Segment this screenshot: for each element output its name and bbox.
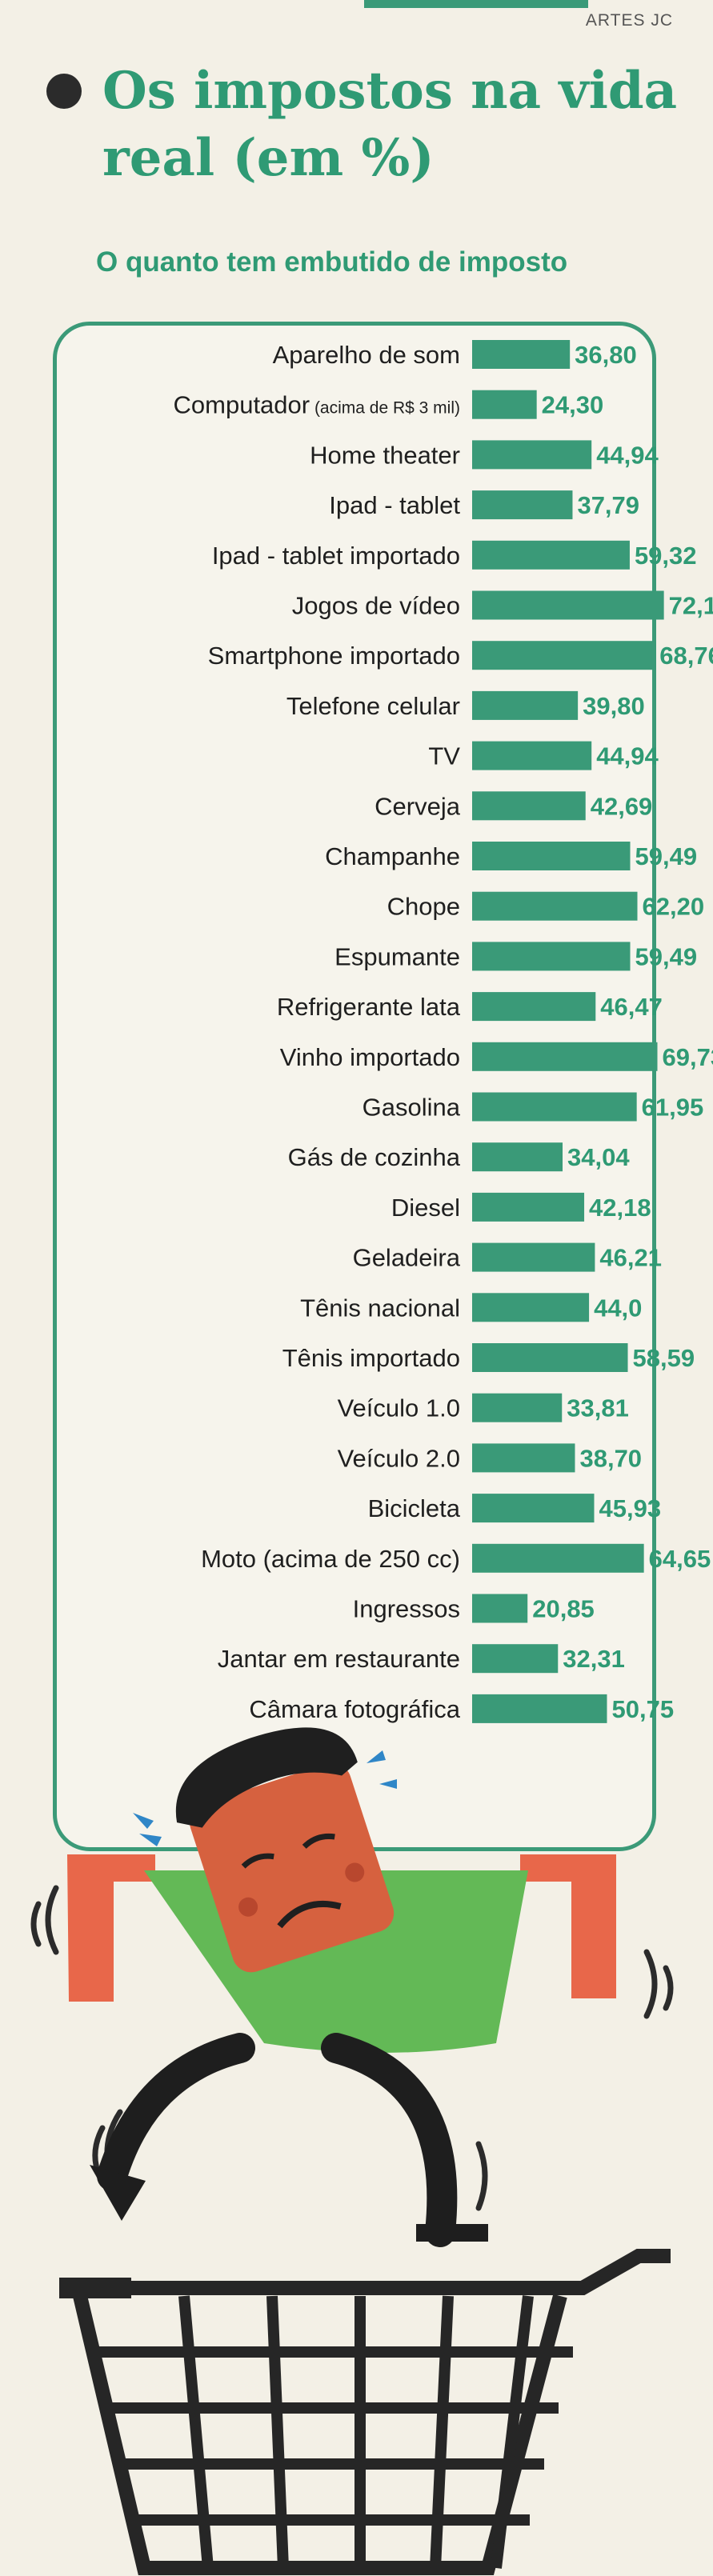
category-label: Jantar em restaurante xyxy=(218,1645,460,1673)
credit-label: ARTES JC xyxy=(585,11,673,30)
bullet-dot xyxy=(46,74,82,109)
bar xyxy=(472,1443,575,1473)
value-label: 61,95 xyxy=(642,1094,704,1122)
value-label: 20,85 xyxy=(532,1595,595,1623)
sweat-drops-icon xyxy=(133,1750,397,1846)
chart-subtitle: O quanto tem embutido de imposto xyxy=(96,246,568,278)
bar xyxy=(472,1242,595,1272)
value-label: 39,80 xyxy=(583,692,645,720)
arms xyxy=(67,1854,616,2002)
bar xyxy=(472,490,573,520)
value-label: 68,76 xyxy=(659,642,713,670)
bar xyxy=(472,590,664,620)
value-label: 62,20 xyxy=(643,893,705,921)
category-label: Champanhe xyxy=(325,842,460,870)
bar xyxy=(472,390,537,419)
bar xyxy=(472,690,579,720)
bar xyxy=(472,791,586,821)
category-label: Ipad - tablet xyxy=(329,491,460,519)
bar xyxy=(472,1594,528,1623)
bar xyxy=(472,1042,658,1071)
bar xyxy=(472,641,655,670)
bar xyxy=(472,1293,590,1322)
legs xyxy=(97,2033,458,2247)
category-label: Gás de cozinha xyxy=(288,1143,461,1171)
category-label: Jogos de vídeo xyxy=(292,592,460,620)
bar xyxy=(472,1142,563,1172)
category-label: Ingressos xyxy=(353,1595,460,1623)
category-label: Diesel xyxy=(391,1194,460,1222)
value-label: 46,47 xyxy=(600,993,663,1021)
category-label: Aparelho de som xyxy=(273,341,460,369)
category-label: Veículo 1.0 xyxy=(338,1394,460,1422)
value-label: 34,04 xyxy=(567,1143,630,1171)
bar xyxy=(472,540,630,570)
bar xyxy=(472,1393,563,1422)
value-label: 42,69 xyxy=(591,792,653,820)
bar xyxy=(472,891,638,921)
value-label: 50,75 xyxy=(611,1695,674,1723)
bar xyxy=(472,1192,585,1222)
bar xyxy=(472,741,592,770)
value-label: 59,49 xyxy=(635,842,698,870)
bar xyxy=(472,992,596,1022)
bar xyxy=(472,340,571,369)
category-label: Refrigerante lata xyxy=(277,993,461,1021)
value-label: 59,49 xyxy=(635,942,698,970)
top-rule xyxy=(364,0,588,8)
value-label: 58,59 xyxy=(633,1344,695,1372)
category-label: Espumante xyxy=(334,942,460,970)
chart-title: Os impostos na vida real (em %) xyxy=(102,61,678,188)
value-label: 64,65 xyxy=(649,1545,711,1573)
bar xyxy=(472,842,631,870)
category-label: Vinho importado xyxy=(280,1043,460,1071)
bar xyxy=(472,1543,644,1573)
value-label: 24,30 xyxy=(542,391,604,419)
category-label: Tênis nacional xyxy=(300,1294,460,1322)
bar xyxy=(472,1494,595,1523)
category-label: Telefone celular xyxy=(286,692,460,720)
category-label: Ipad - tablet importado xyxy=(212,542,460,570)
value-label: 32,31 xyxy=(563,1645,625,1673)
category-label: Moto (acima de 250 cc) xyxy=(201,1545,460,1573)
bar xyxy=(472,1092,637,1122)
value-label: 44,94 xyxy=(596,742,659,770)
value-label: 37,79 xyxy=(577,491,639,519)
category-label: Computador (acima de R$ 3 mil) xyxy=(174,391,460,419)
category-label: Geladeira xyxy=(353,1244,461,1272)
category-label: Home theater xyxy=(310,441,460,469)
value-label: 59,32 xyxy=(635,542,697,570)
value-label: 38,70 xyxy=(579,1444,642,1472)
head xyxy=(175,1727,395,1973)
value-label: 72,18 xyxy=(669,592,713,620)
bar-chart: Aparelho de som 36,80 Computador (acima de… xyxy=(174,340,713,1723)
bar xyxy=(472,440,592,470)
shopping-cart-icon xyxy=(59,2249,671,2575)
bar xyxy=(472,1343,628,1372)
chart-frame xyxy=(53,322,656,1851)
category-label: Veículo 2.0 xyxy=(338,1444,460,1472)
category-label: Cerveja xyxy=(375,792,461,820)
bar xyxy=(472,1694,607,1723)
value-label: 36,80 xyxy=(575,341,637,369)
bar xyxy=(472,942,631,971)
value-label: 69,73 xyxy=(663,1043,713,1071)
category-label: Tênis importado xyxy=(282,1344,460,1372)
category-label: Gasolina xyxy=(363,1094,461,1122)
category-label: Chope xyxy=(387,893,460,921)
category-label: Smartphone importado xyxy=(208,642,460,670)
bar xyxy=(472,1644,559,1674)
value-label: 44,94 xyxy=(596,441,659,469)
category-label: TV xyxy=(428,742,460,770)
category-label: Câmara fotográfica xyxy=(249,1695,460,1723)
value-label: 33,81 xyxy=(567,1394,629,1422)
value-label: 46,21 xyxy=(599,1244,662,1272)
foot-right xyxy=(416,2224,488,2242)
value-label: 42,18 xyxy=(589,1194,651,1222)
value-label: 45,93 xyxy=(599,1494,661,1522)
foot-left xyxy=(90,2165,146,2221)
category-label: Bicicleta xyxy=(368,1494,461,1522)
value-label: 44,0 xyxy=(594,1294,642,1322)
